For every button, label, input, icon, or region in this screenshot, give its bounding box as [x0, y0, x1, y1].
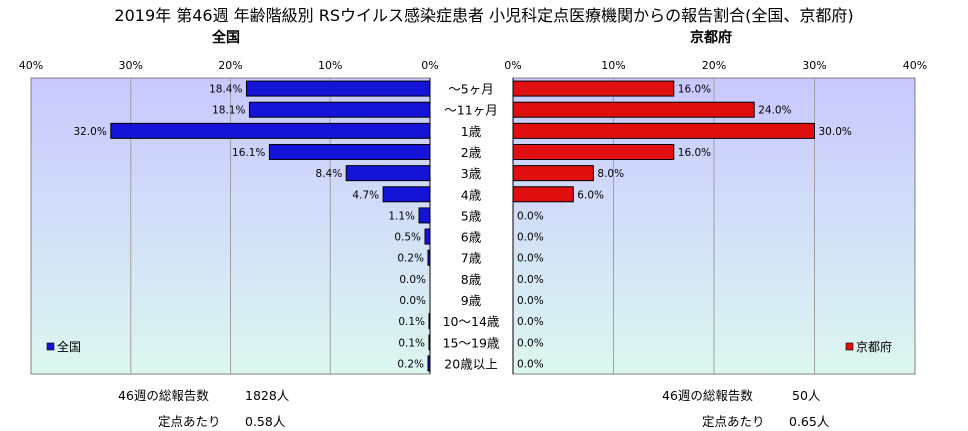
- national-weekly-total-label: 46週の総報告数: [118, 388, 209, 403]
- kyoto-data-label: 8.0%: [597, 168, 624, 180]
- national-legend-label: 全国: [57, 339, 81, 354]
- national-data-label: 1.1%: [388, 210, 415, 222]
- chart-title: 2019年 第46週 年齢階級別 RSウイルス感染症患者 小児科定点医療機関から…: [114, 6, 854, 25]
- national-data-label: 0.1%: [398, 316, 425, 328]
- kyoto-data-label: 0.0%: [517, 337, 544, 349]
- panel-title-national: 全国: [212, 30, 240, 46]
- national-data-label: 18.1%: [212, 105, 245, 117]
- age-category-label: 15～19歳: [443, 335, 500, 350]
- kyoto-data-label: 0.0%: [517, 253, 544, 265]
- kyoto-bar: [512, 144, 675, 160]
- kyoto-tick-label: 10%: [601, 59, 625, 72]
- kyoto-tick-label: 0%: [504, 59, 521, 72]
- national-per-site-label: 定点あたり: [158, 414, 221, 429]
- kyoto-weekly-total-value: 50人: [792, 388, 821, 403]
- kyoto-bar: [512, 165, 594, 182]
- national-data-label: 32.0%: [73, 126, 106, 138]
- national-bar: [110, 122, 431, 139]
- national-data-label: 0.5%: [394, 232, 421, 244]
- kyoto-data-label: 0.0%: [517, 274, 544, 286]
- kyoto-legend-swatch: [845, 342, 854, 351]
- national-data-label: 8.4%: [316, 168, 343, 180]
- kyoto-data-label: 0.0%: [517, 295, 544, 307]
- national-data-label: 0.2%: [397, 253, 424, 265]
- national-data-label: 4.7%: [352, 189, 379, 201]
- age-category-label: 3歳: [461, 166, 482, 181]
- kyoto-data-label: 16.0%: [678, 147, 711, 159]
- national-data-label: 0.0%: [399, 295, 426, 307]
- age-category-label: 10～14歳: [443, 314, 500, 329]
- national-bar: [424, 228, 431, 245]
- national-bar: [268, 144, 431, 160]
- kyoto-data-label: 24.0%: [758, 105, 791, 117]
- kyoto-data-label: 0.0%: [517, 210, 544, 222]
- national-bar: [248, 101, 431, 118]
- national-weekly-total-value: 1828人: [245, 388, 290, 403]
- age-category-label: 8歳: [461, 272, 482, 287]
- kyoto-bar: [512, 186, 574, 203]
- national-bar: [245, 80, 431, 97]
- kyoto-tick-label: 30%: [802, 59, 826, 72]
- kyoto-data-label: 6.0%: [577, 189, 604, 201]
- age-category-label: 6歳: [461, 230, 482, 245]
- kyoto-tick-label: 20%: [702, 59, 726, 72]
- kyoto-per-site-label: 定点あたり: [702, 414, 765, 429]
- panel-title-kyoto: 京都府: [690, 30, 732, 46]
- national-bar: [418, 207, 431, 224]
- kyoto-bar: [512, 101, 755, 118]
- national-bar: [345, 165, 431, 182]
- age-category-label: ～5ヶ月: [448, 82, 493, 97]
- age-category-label: 9歳: [461, 293, 482, 308]
- national-data-label: 0.2%: [397, 358, 424, 370]
- kyoto-bar: [512, 122, 815, 139]
- kyoto-per-site-value: 0.65人: [789, 414, 830, 429]
- kyoto-legend-label: 京都府: [856, 339, 892, 354]
- national-tick-label: 0%: [421, 59, 438, 72]
- kyoto-data-label: 0.0%: [517, 232, 544, 244]
- national-tick-label: 20%: [218, 59, 242, 72]
- national-tick-label: 30%: [119, 59, 143, 72]
- age-category-label: 1歳: [461, 124, 482, 139]
- national-data-label: 0.1%: [398, 337, 425, 349]
- age-category-label: ～11ヶ月: [444, 103, 497, 118]
- kyoto-tick-label: 40%: [903, 59, 927, 72]
- kyoto-data-label: 0.0%: [517, 358, 544, 370]
- national-tick-label: 10%: [318, 59, 342, 72]
- age-category-label: 20歳以上: [444, 356, 497, 371]
- national-legend-swatch: [46, 342, 55, 351]
- national-data-label: 18.4%: [209, 84, 242, 96]
- national-per-site-value: 0.58人: [245, 414, 286, 429]
- kyoto-data-label: 30.0%: [819, 126, 852, 138]
- national-data-label: 0.0%: [399, 274, 426, 286]
- national-bar: [382, 186, 431, 203]
- national-data-label: 16.1%: [232, 147, 265, 159]
- age-category-label: 4歳: [461, 187, 482, 202]
- national-tick-label: 40%: [19, 59, 43, 72]
- kyoto-bar: [512, 80, 675, 97]
- age-category-label: 5歳: [461, 208, 482, 223]
- age-category-label: 2歳: [461, 145, 482, 160]
- kyoto-data-label: 0.0%: [517, 316, 544, 328]
- kyoto-weekly-total-label: 46週の総報告数: [662, 388, 753, 403]
- kyoto-data-label: 16.0%: [678, 84, 711, 96]
- age-category-label: 7歳: [461, 251, 482, 266]
